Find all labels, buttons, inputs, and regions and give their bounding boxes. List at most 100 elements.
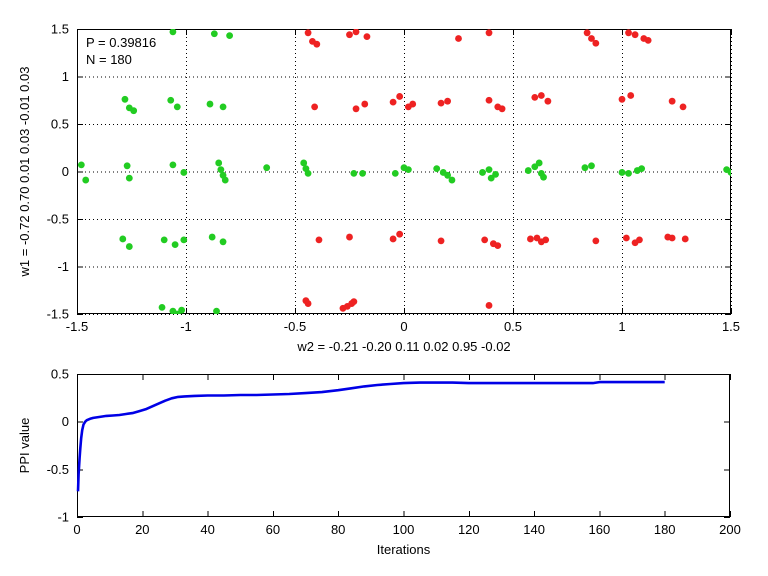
x-tick-label: 60 — [266, 522, 280, 537]
scatter-point-class-red — [627, 92, 635, 99]
scatter-point-class-red — [409, 100, 417, 108]
scatter-point-class-green — [535, 159, 543, 167]
x-tick-label: 1 — [618, 319, 625, 334]
scatter-point-class-green — [215, 159, 223, 167]
scatter-point-class-red — [485, 29, 493, 37]
scatter-point-class-green — [304, 170, 312, 177]
y-tick-label: -1 — [57, 259, 69, 274]
x-tick-label: 0 — [73, 522, 80, 537]
scatter-point-class-red — [679, 103, 687, 111]
scatter-point-class-red — [350, 298, 358, 306]
scatter-point-class-red — [668, 234, 676, 242]
scatter-point-class-green — [263, 164, 271, 172]
scatter-point-class-green — [727, 169, 731, 176]
y-tick-label: -1.5 — [47, 307, 69, 322]
scatter-point-class-green — [206, 100, 214, 108]
x-tick-label: 1.5 — [722, 319, 740, 334]
y-tick-label: 1 — [62, 69, 69, 84]
scatter-point-class-red — [681, 235, 689, 243]
scatter-point-class-red — [531, 94, 539, 101]
scatter-point-class-green — [618, 169, 626, 176]
annotation-p-value: P = 0.39816 — [86, 35, 157, 50]
scatter-point-class-green — [178, 306, 186, 314]
y-tick-label: -0.5 — [47, 212, 69, 227]
scatter-point-class-green — [638, 165, 646, 173]
scatter-point-class-green — [217, 166, 225, 174]
scatter-point-class-red — [644, 37, 652, 44]
scatter-point-class-red — [485, 96, 493, 104]
scatter-point-class-red — [304, 29, 312, 37]
scatter-point-class-green — [226, 32, 234, 40]
scatter-point-class-green — [125, 243, 133, 250]
scatter-point-class-red — [311, 103, 319, 111]
axes-box — [77, 374, 730, 517]
scatter-point-class-red — [527, 235, 534, 243]
scatter-point-class-red — [455, 35, 462, 42]
line-xlabel: Iterations — [377, 542, 431, 557]
scatter-point-class-red — [498, 105, 506, 113]
scatter-point-class-green — [625, 170, 632, 177]
scatter-plot: -1.5 -1 -0.5 0 0.5 1 1.5 -1.5 -1 -0.5 0 0.5 1 1.5 w2 =… — [17, 22, 740, 355]
scatter-point-class-green — [404, 166, 412, 174]
scatter-point-class-red — [494, 242, 502, 250]
scatter-point-class-red — [625, 29, 632, 37]
scatter-point-class-red — [313, 40, 321, 48]
x-tick-label: -0.5 — [284, 319, 306, 334]
x-tick-label: -1.5 — [66, 319, 88, 334]
scatter-point-class-green — [158, 303, 166, 311]
scatter-point-class-red — [437, 99, 445, 107]
scatter-point-class-red — [622, 234, 630, 242]
scatter-point-class-green — [167, 96, 175, 104]
scatter-point-class-red — [346, 233, 353, 241]
y-tick-label: -0.5 — [47, 462, 69, 477]
scatter-point-class-green — [359, 170, 366, 177]
scatter-point-class-red — [588, 35, 595, 42]
x-tick-label: 40 — [200, 522, 214, 537]
scatter-point-class-green — [444, 171, 451, 179]
scatter-canvas: -1.5 -1 -0.5 0 0.5 1 1.5 -1.5 -1 -0.5 0 0.5 1 1.5 w2 =… — [17, 22, 740, 355]
scatter-point-class-green — [213, 307, 220, 314]
scatter-point-class-red — [389, 235, 397, 243]
scatter-point-class-red — [444, 97, 451, 105]
scatter-point-class-green — [524, 167, 532, 174]
y-tick-label: -1 — [57, 510, 69, 525]
scatter-point-class-red — [618, 95, 626, 103]
scatter-point-class-red — [346, 31, 353, 39]
scatter-point-class-green — [169, 29, 177, 36]
x-tick-label: 0 — [400, 319, 407, 334]
x-tick-label: 0.5 — [504, 319, 522, 334]
y-tick-label: 0 — [62, 414, 69, 429]
scatter-point-class-green — [300, 159, 308, 167]
scatter-point-class-green — [130, 107, 138, 115]
scatter-point-class-red — [361, 100, 369, 108]
scatter-point-class-green — [448, 176, 456, 184]
scatter-ylabel: w1 = -0.72 0.70 0.01 0.03 -0.01 0.03 — [17, 67, 32, 278]
y-tick-label: 0.5 — [51, 117, 69, 132]
x-tick-label: 80 — [331, 522, 345, 537]
scatter-point-class-red — [544, 97, 552, 105]
scatter-point-class-green — [125, 174, 133, 182]
scatter-point-class-green — [173, 103, 181, 111]
scatter-point-class-red — [668, 97, 676, 105]
scatter-point-class-red — [592, 39, 600, 47]
scatter-point-class-red — [592, 237, 600, 245]
y-tick-label: 0 — [62, 164, 69, 179]
annotation-n-value: N = 180 — [86, 52, 132, 67]
scatter-point-class-red — [583, 29, 591, 37]
scatter-point-class-green — [540, 173, 547, 181]
axes-box — [77, 29, 731, 314]
scatter-point-class-red — [437, 237, 445, 245]
scatter-point-class-green — [208, 233, 216, 241]
x-tick-label: -1 — [180, 319, 192, 334]
ppi-line-plot: 0 20 40 60 80 100 120 140 160 180 200 -1 -0.5 0 0.5 Ite… — [17, 367, 741, 558]
scatter-point-class-red — [481, 236, 489, 244]
y-tick-label: 0.5 — [51, 367, 69, 382]
x-tick-label: 120 — [458, 522, 480, 537]
scatter-point-class-green — [391, 170, 399, 177]
scatter-point-class-green — [77, 161, 85, 169]
x-tick-label: 180 — [654, 522, 676, 537]
x-tick-label: 100 — [393, 522, 415, 537]
y-tick-label: 1.5 — [51, 22, 69, 37]
scatter-point-class-green — [180, 169, 188, 176]
